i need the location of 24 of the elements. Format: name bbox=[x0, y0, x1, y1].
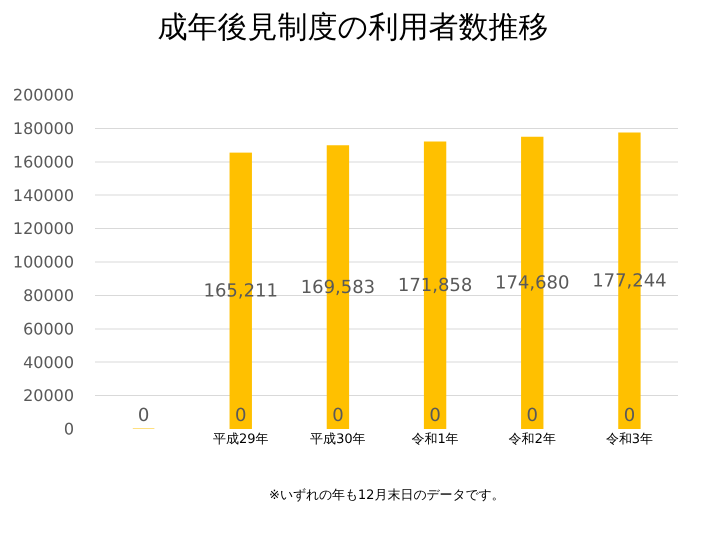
data-label: 0 bbox=[138, 405, 150, 426]
y-tick-label: 200000 bbox=[12, 86, 74, 105]
data-label: 0 bbox=[332, 405, 344, 426]
x-tick-label: 令和1年 bbox=[411, 432, 459, 447]
y-tick-label: 80000 bbox=[23, 286, 74, 305]
x-tick-label: 平成29年 bbox=[212, 432, 269, 447]
data-label: 0 bbox=[429, 405, 441, 426]
y-tick-label: 60000 bbox=[23, 319, 74, 338]
text: ※いずれの年も12月末日のデータです。 bbox=[269, 488, 504, 503]
y-tick-label: 0 bbox=[64, 420, 74, 439]
x-tick-label: 令和3年 bbox=[606, 432, 654, 447]
y-tick-label: 180000 bbox=[12, 119, 74, 138]
chart-title: 成年後見制度の利用者数推移 bbox=[158, 10, 548, 46]
y-tick-label: 20000 bbox=[23, 386, 74, 406]
y-tick-label: 100000 bbox=[12, 252, 74, 272]
data-label: 0 bbox=[235, 405, 246, 426]
y-tick-label: 40000 bbox=[23, 352, 74, 372]
y-tick-label: 140000 bbox=[12, 186, 74, 205]
x-tick-label: 令和2年 bbox=[508, 432, 556, 447]
y-tick-label: 160000 bbox=[12, 152, 74, 172]
y-tick-label: 120000 bbox=[12, 219, 74, 238]
data-label: 0 bbox=[526, 405, 538, 426]
x-tick-label: 平成30年 bbox=[310, 432, 366, 447]
data-label: 0 bbox=[624, 405, 636, 426]
